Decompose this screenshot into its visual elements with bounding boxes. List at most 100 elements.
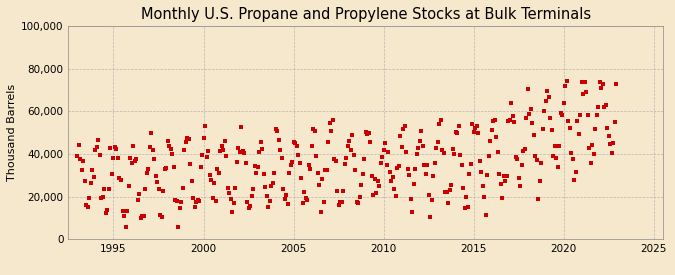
Point: [387, 175, 398, 179]
Point: [560, 83, 570, 88]
Point: [600, 102, 611, 107]
Point: [529, 133, 539, 138]
Point: [249, 163, 260, 168]
Point: [246, 194, 257, 198]
Point: [546, 127, 557, 132]
Point: [566, 151, 576, 155]
Point: [591, 113, 602, 117]
Point: [536, 161, 547, 165]
Point: [579, 80, 590, 84]
Point: [231, 160, 242, 164]
Point: [552, 165, 563, 170]
Point: [458, 186, 468, 190]
Point: [411, 152, 422, 156]
Point: [440, 190, 451, 194]
Point: [270, 126, 281, 131]
Point: [90, 148, 101, 152]
Point: [363, 131, 374, 135]
Point: [510, 155, 521, 159]
Point: [408, 182, 419, 186]
Point: [590, 127, 601, 131]
Point: [260, 185, 271, 189]
Point: [335, 200, 346, 204]
Point: [304, 167, 315, 172]
Y-axis label: Thousand Barrels: Thousand Barrels: [7, 84, 17, 181]
Point: [441, 189, 452, 194]
Point: [450, 129, 461, 134]
Point: [113, 156, 124, 160]
Point: [107, 171, 117, 176]
Point: [136, 214, 147, 219]
Point: [275, 148, 286, 152]
Point: [418, 163, 429, 167]
Point: [155, 213, 165, 217]
Point: [545, 116, 556, 120]
Point: [369, 177, 380, 182]
Point: [518, 149, 529, 153]
Point: [250, 171, 261, 175]
Point: [533, 197, 543, 202]
Point: [568, 157, 578, 162]
Point: [258, 172, 269, 176]
Point: [76, 168, 87, 172]
Point: [477, 184, 488, 189]
Point: [449, 152, 460, 156]
Point: [219, 139, 230, 144]
Point: [146, 131, 157, 136]
Point: [190, 200, 201, 205]
Point: [240, 161, 251, 165]
Point: [605, 142, 616, 147]
Point: [446, 183, 456, 187]
Point: [153, 187, 164, 192]
Point: [244, 204, 255, 208]
Point: [101, 211, 111, 215]
Point: [358, 157, 369, 161]
Point: [395, 134, 406, 139]
Point: [486, 128, 497, 132]
Point: [315, 210, 326, 214]
Point: [207, 196, 218, 200]
Point: [159, 167, 170, 171]
Point: [200, 124, 211, 128]
Point: [171, 199, 182, 204]
Point: [443, 201, 454, 205]
Point: [374, 184, 385, 189]
Point: [384, 170, 395, 175]
Point: [78, 159, 89, 163]
Point: [80, 179, 90, 183]
Point: [209, 180, 219, 185]
Point: [557, 113, 568, 117]
Point: [380, 141, 391, 145]
Point: [342, 144, 353, 148]
Point: [495, 182, 506, 186]
Point: [183, 137, 194, 141]
Point: [356, 182, 367, 187]
Point: [177, 186, 188, 190]
Point: [331, 189, 342, 193]
Point: [296, 176, 306, 180]
Point: [308, 126, 319, 131]
Point: [314, 182, 325, 187]
Point: [120, 224, 131, 229]
Point: [266, 184, 277, 188]
Point: [117, 208, 128, 213]
Point: [216, 144, 227, 148]
Point: [297, 200, 308, 205]
Point: [519, 147, 530, 151]
Point: [150, 174, 161, 178]
Point: [444, 188, 455, 192]
Point: [531, 158, 542, 162]
Point: [512, 156, 522, 161]
Point: [575, 113, 586, 117]
Point: [597, 81, 608, 86]
Point: [234, 150, 245, 154]
Point: [227, 210, 238, 214]
Point: [152, 179, 163, 184]
Point: [556, 111, 566, 115]
Point: [438, 150, 449, 155]
Point: [479, 195, 489, 199]
Point: [596, 86, 607, 90]
Point: [381, 163, 392, 167]
Point: [141, 171, 152, 176]
Point: [291, 144, 302, 148]
